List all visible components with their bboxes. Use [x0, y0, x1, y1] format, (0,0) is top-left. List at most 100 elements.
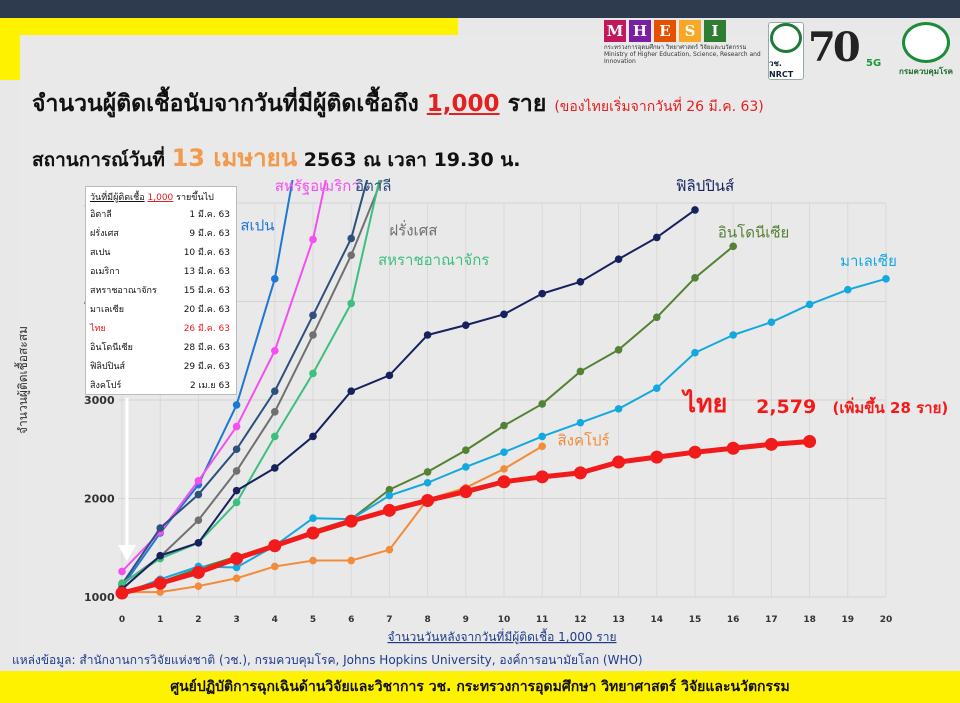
series-group: [115, 94, 890, 600]
data-point: [118, 567, 126, 576]
series-line: [121, 180, 369, 585]
data-point: [344, 514, 358, 528]
data-point: [232, 574, 241, 583]
table-date: 1 มี.ค. 63: [189, 210, 230, 220]
data-point: [497, 475, 511, 489]
table-date: 29 มี.ค. 63: [183, 362, 230, 372]
table-date: 2 เม.ย 63: [189, 381, 230, 391]
table-country: สิงคโปร์: [90, 381, 122, 391]
data-point: [268, 539, 282, 553]
data-point: [232, 467, 241, 475]
data-point: [232, 498, 241, 507]
data-point: [232, 445, 241, 454]
data-point: [462, 463, 470, 471]
x-tick-label: 0: [119, 615, 125, 625]
x-tick-label: 3: [233, 615, 239, 625]
data-point: [576, 278, 585, 286]
data-point: [805, 300, 814, 309]
data-point: [691, 348, 699, 357]
chart-title: จำนวนผู้ติดเชื้อนับจากวันที่มีผู้ติดเชื้…: [32, 86, 764, 122]
x-axis-label: จำนวนวันหลังจากวันที่มีผู้ติดเชื้อ 1,000…: [387, 628, 616, 645]
data-point: [614, 405, 623, 413]
series-label: สหรัฐอเมริกา: [275, 177, 360, 195]
series-label: อิตาลี: [355, 177, 391, 195]
table-country: อินโดนีเซีย: [90, 343, 133, 353]
x-tick-label: 19: [842, 615, 855, 625]
data-point: [309, 556, 317, 565]
data-point: [423, 478, 432, 487]
anniversary-logo: 70: [808, 24, 861, 71]
thai-increase: (เพิ่มขึ้น 28 ราย): [833, 396, 949, 417]
table-row: ฝรั่งเศส 9 มี.ค. 63: [86, 225, 236, 244]
data-point: [271, 432, 279, 441]
data-point: [462, 446, 470, 455]
table-row: สหราชอาณาจักร 15 มี.ค. 63: [86, 282, 236, 301]
data-point: [271, 275, 279, 283]
series-label: ฝรั่งเศส: [389, 220, 437, 240]
data-point: [232, 422, 241, 431]
data-point: [271, 464, 279, 472]
data-point: [576, 418, 585, 427]
data-point: [729, 242, 737, 251]
nrct-seal-icon: [770, 23, 802, 53]
data-point: [271, 346, 279, 355]
nrct-logo: วช. NRCT: [768, 22, 804, 80]
data-point: [538, 289, 546, 298]
x-tick-label: 15: [689, 615, 702, 625]
top-bar: [0, 0, 960, 18]
table-date: 15 มี.ค. 63: [183, 286, 230, 296]
mhesi-caption-en: Ministry of Higher Education, Science, R…: [604, 51, 761, 65]
data-point: [194, 582, 203, 590]
data-point: [194, 539, 203, 547]
table-date: 10 มี.ค. 63: [183, 248, 230, 258]
data-point: [423, 468, 432, 476]
x-tick-label: 11: [536, 615, 549, 625]
table-country: ฟิลิปปินส์: [90, 362, 125, 372]
data-point: [232, 563, 241, 572]
table-row: อินโดนีเซีย 28 มี.ค. 63: [86, 339, 236, 358]
table-row: ฟิลิปปินส์ 29 มี.ค. 63: [86, 358, 236, 377]
data-point: [614, 255, 623, 263]
data-point: [232, 486, 241, 495]
data-point: [271, 562, 279, 571]
data-point: [691, 206, 699, 214]
data-point: [385, 545, 394, 554]
data-point: [500, 310, 508, 319]
series-label: ฟิลิปปินส์: [676, 177, 734, 195]
table-date: 9 มี.ค. 63: [189, 229, 230, 239]
ddc-label: กรมควบคุมโรค: [899, 67, 953, 76]
data-point: [386, 94, 394, 102]
series-label: สิงคโปร์: [557, 431, 609, 449]
data-point: [271, 387, 279, 395]
table-header-num: 1,000: [147, 193, 174, 203]
x-tick-label: 6: [348, 615, 354, 625]
data-point: [612, 455, 626, 469]
data-point: [653, 313, 661, 322]
x-tick-label: 16: [727, 615, 740, 625]
table-row: สเปน 10 มี.ค. 63: [86, 244, 236, 263]
title-note: (ของไทยเริ่มจากวันที่ 26 มี.ค. 63): [554, 99, 764, 115]
table-country: มาเลเซีย: [90, 305, 125, 315]
table-country: ไทย: [90, 324, 106, 334]
table-date: 28 มี.ค. 63: [183, 343, 230, 353]
ddc-seal-icon: [902, 22, 950, 63]
data-point: [386, 157, 394, 165]
data-point: [382, 503, 396, 517]
table-row: ไทย 26 มี.ค. 63: [86, 320, 236, 339]
x-tick-label: 17: [765, 615, 778, 625]
anniversary-5g: 5G: [866, 58, 882, 69]
table-header: วันที่มีผู้ติดเชื้อ 1,000 รายขึ้นไป: [86, 187, 236, 206]
table-country: อเมริกา: [90, 267, 120, 277]
data-point: [347, 387, 356, 395]
data-point: [194, 516, 203, 524]
table-country: ฝรั่งเศส: [90, 229, 119, 239]
table-country: สเปน: [90, 248, 111, 258]
series-line: [121, 209, 696, 590]
data-point: [309, 514, 317, 522]
arrow-head-icon: [118, 545, 136, 561]
series-line: [121, 180, 294, 588]
data-point: [309, 311, 317, 320]
data-source: แหล่งข้อมูล: สำนักงานการวิจัยแห่งชาติ (ว…: [12, 653, 643, 667]
